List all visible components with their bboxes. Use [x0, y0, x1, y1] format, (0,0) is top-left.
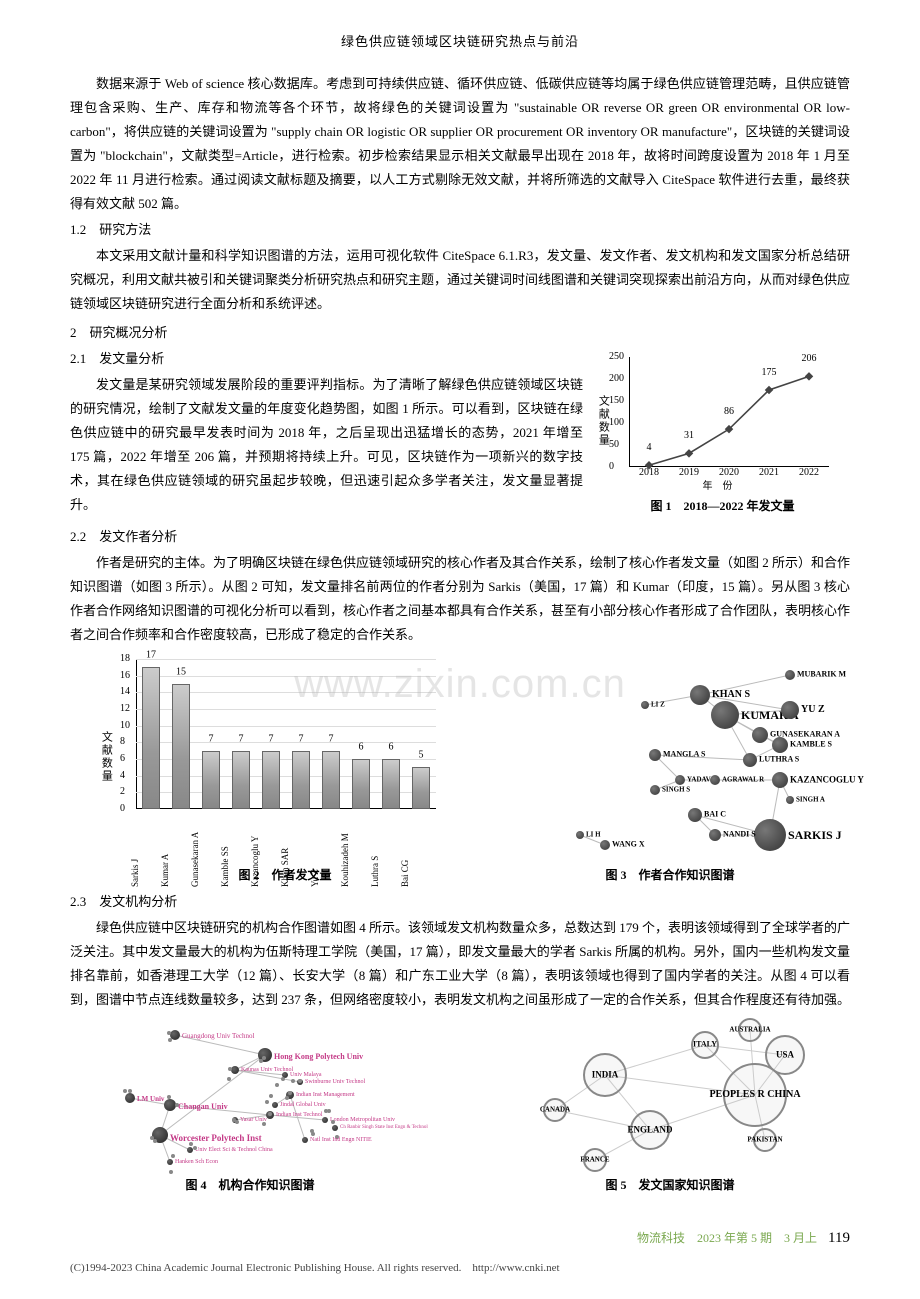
footer-copyright: (C)1994-2023 China Academic Journal Elec…: [70, 1258, 850, 1278]
section-2-3: 2.3 发文机构分析: [70, 890, 850, 914]
para-2: 本文采用文献计量和科学知识图谱的方法，运用可视化软件 CiteSpace 6.1…: [70, 244, 850, 316]
figure-2-chart: 文献数量 02468101214161817Sarkis J15Kumar A7…: [120, 655, 450, 860]
figure-3-caption: 图 3 作者合作知识图谱: [490, 864, 850, 886]
page-footer: 物流科技 2023 年第 5 期 3 月上 119: [70, 1225, 850, 1253]
figure-4-caption: 图 4 机构合作知识图谱: [70, 1174, 430, 1196]
figure-5-caption: 图 5 发文国家知识图谱: [490, 1174, 850, 1196]
figure-1-chart: 文献数量 年 份 0501001502002502018201920202021…: [595, 351, 840, 491]
figure-3: SARKIS JKUMAR AKHAN SYU ZMUBARIK MGUNASE…: [490, 660, 850, 886]
figure-3-network: SARKIS JKUMAR AKHAN SYU ZMUBARIK MGUNASE…: [490, 660, 850, 860]
footer-journal: 物流科技 2023 年第 5 期 3 月上: [637, 1231, 817, 1245]
section-2: 2 研究概况分析: [70, 321, 850, 345]
section-1-2: 1.2 研究方法: [70, 218, 850, 242]
para-1: 数据来源于 Web of science 核心数据库。考虑到可持续供应链、循环供…: [70, 72, 850, 216]
figure-5: PEOPLES R CHINAUSAINDIAENGLANDITALYAUSTR…: [490, 1020, 850, 1196]
figure-5-network: PEOPLES R CHINAUSAINDIAENGLANDITALYAUSTR…: [490, 1020, 850, 1170]
figure-4: Worcester Polytech InstHong Kong Polytec…: [70, 1020, 430, 1196]
footer-page-number: 119: [828, 1225, 850, 1253]
figure-1-caption: 图 1 2018—2022 年发文量: [595, 495, 850, 517]
figure-2: 文献数量 02468101214161817Sarkis J15Kumar A7…: [120, 655, 450, 886]
para-5: 绿色供应链中区块链研究的机构合作图谱如图 4 所示。该领域发文机构数量众多，总数…: [70, 916, 850, 1012]
figure-4-network: Worcester Polytech InstHong Kong Polytec…: [70, 1020, 430, 1170]
figure-1: 文献数量 年 份 0501001502002502018201920202021…: [595, 351, 850, 517]
section-2-2: 2.2 发文作者分析: [70, 525, 850, 549]
figure-2-ylabel: 文献数量: [96, 731, 116, 783]
para-4: 作者是研究的主体。为了明确区块链在绿色供应链领域研究的核心作者及其合作关系，绘制…: [70, 551, 850, 647]
page-header-title: 绿色供应链领域区块链研究热点与前沿: [70, 30, 850, 54]
